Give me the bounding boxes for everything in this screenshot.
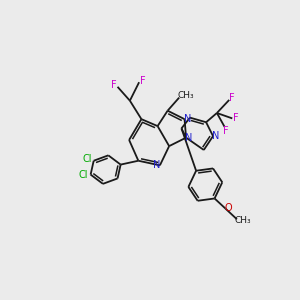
Text: N: N [212, 131, 220, 141]
Text: N: N [184, 114, 191, 124]
Text: CH₃: CH₃ [177, 91, 194, 100]
Text: Cl: Cl [82, 154, 92, 164]
Text: F: F [111, 80, 116, 90]
Text: F: F [140, 76, 146, 86]
Text: N: N [153, 160, 160, 170]
Text: F: F [230, 93, 235, 103]
Text: F: F [233, 113, 239, 123]
Text: O: O [225, 203, 232, 214]
Text: F: F [223, 126, 229, 136]
Text: Cl: Cl [79, 169, 88, 180]
Text: CH₃: CH₃ [235, 216, 251, 225]
Text: N: N [185, 133, 193, 142]
